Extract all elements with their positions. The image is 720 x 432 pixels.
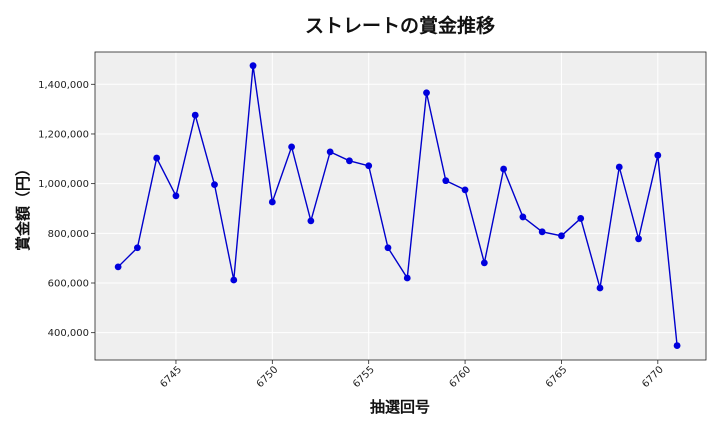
data-point bbox=[615, 163, 623, 171]
x-axis: 6745 6750 6755 6760 6765 6770 bbox=[158, 360, 666, 390]
data-point bbox=[673, 342, 681, 349]
data-point bbox=[365, 162, 373, 170]
data-point bbox=[538, 228, 546, 236]
data-point bbox=[461, 186, 469, 194]
data-point bbox=[442, 177, 450, 185]
x-tick-label: 6765 bbox=[544, 364, 570, 390]
data-point bbox=[654, 151, 662, 159]
y-axis: 400,000 600,000 800,000 1,000,000 1,200,000 1… bbox=[38, 80, 95, 339]
data-point bbox=[172, 192, 180, 200]
chart-title: ストレートの賞金推移 bbox=[305, 14, 495, 37]
data-point bbox=[480, 259, 488, 267]
data-point bbox=[596, 284, 604, 292]
data-point bbox=[307, 217, 315, 225]
data-point bbox=[191, 111, 199, 119]
data-point bbox=[346, 157, 353, 165]
x-tick-label: 6770 bbox=[640, 364, 666, 390]
data-point bbox=[423, 89, 430, 97]
data-point bbox=[635, 235, 642, 243]
data-point bbox=[403, 274, 411, 282]
plot-area bbox=[95, 52, 706, 360]
y-tick-label: 1,200,000 bbox=[38, 129, 89, 140]
data-point bbox=[114, 263, 122, 271]
data-point bbox=[230, 276, 238, 284]
x-tick-label: 6745 bbox=[158, 364, 184, 390]
data-point bbox=[249, 62, 257, 70]
y-tick-label: 1,000,000 bbox=[38, 179, 89, 190]
y-tick-label: 1,400,000 bbox=[38, 80, 89, 91]
series-line bbox=[117, 65, 678, 346]
data-points bbox=[114, 62, 681, 349]
data-point bbox=[153, 154, 161, 162]
data-point bbox=[577, 215, 585, 222]
plot-frame bbox=[94, 51, 707, 361]
grid-lines bbox=[95, 52, 706, 360]
data-point bbox=[268, 198, 276, 206]
y-tick-label: 800,000 bbox=[48, 229, 89, 240]
x-tick-label: 6755 bbox=[351, 364, 377, 390]
data-point bbox=[500, 165, 508, 173]
y-axis-label: 賞金額（円） bbox=[14, 161, 32, 251]
data-point bbox=[134, 244, 141, 252]
x-tick-label: 6760 bbox=[447, 364, 473, 390]
y-tick-label: 600,000 bbox=[48, 279, 89, 290]
data-point bbox=[288, 143, 295, 151]
x-axis-label: 抽選回号 bbox=[370, 398, 430, 416]
y-tick-label: 400,000 bbox=[48, 328, 89, 339]
data-point bbox=[211, 181, 218, 189]
x-tick-label: 6750 bbox=[255, 364, 281, 390]
data-point bbox=[519, 213, 527, 221]
data-point bbox=[384, 244, 392, 252]
data-point bbox=[558, 232, 565, 240]
data-point bbox=[326, 148, 334, 156]
